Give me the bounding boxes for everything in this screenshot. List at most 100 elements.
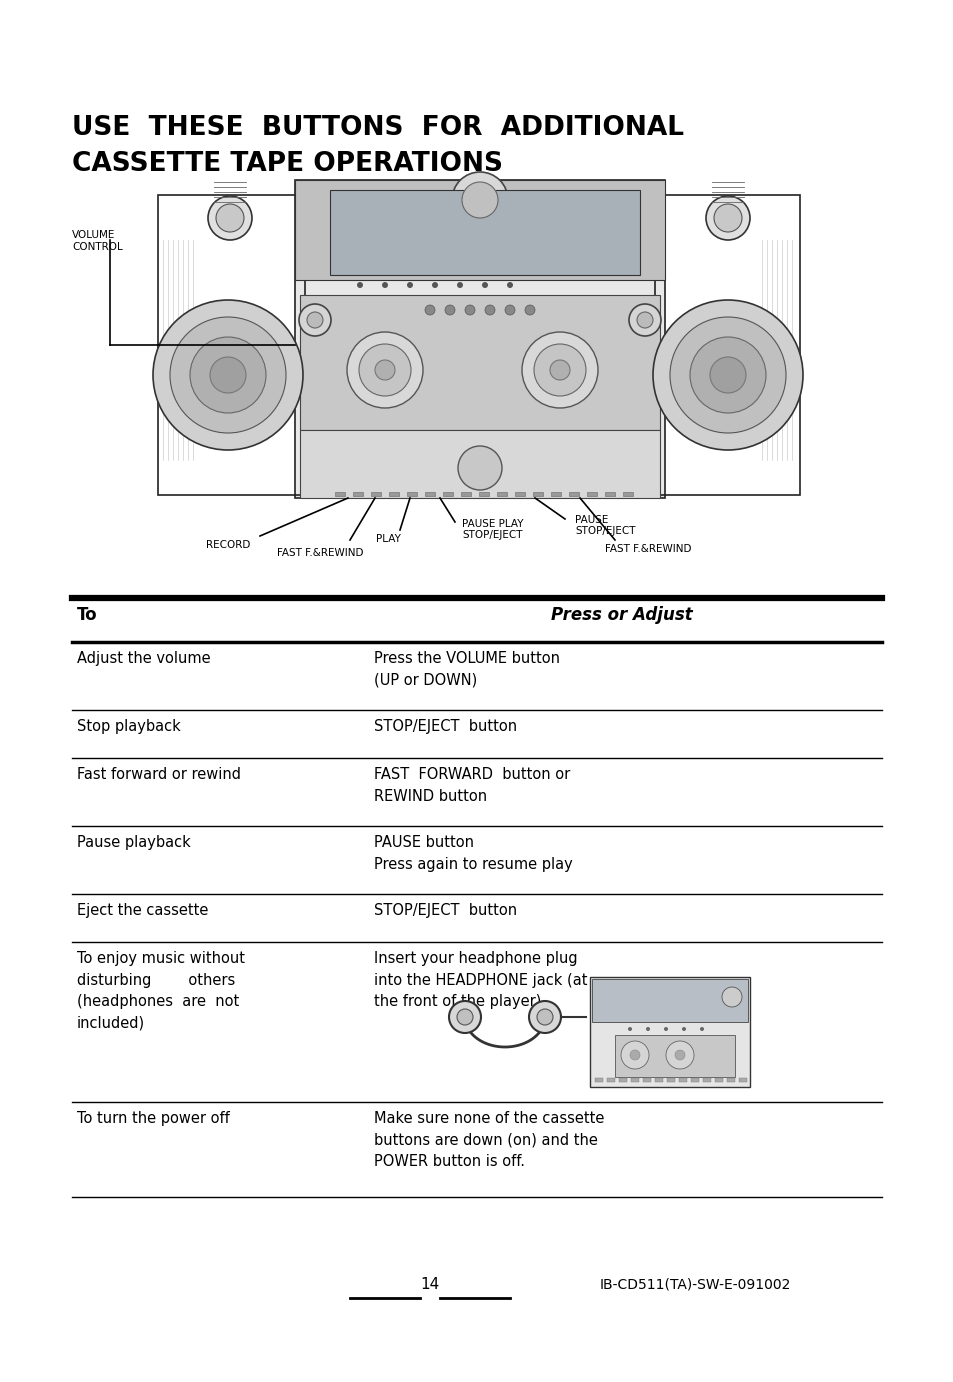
Circle shape xyxy=(356,282,363,287)
Circle shape xyxy=(464,305,475,315)
Bar xyxy=(586,492,597,496)
Text: PAUSE: PAUSE xyxy=(575,515,608,525)
Circle shape xyxy=(537,1009,553,1025)
Bar xyxy=(568,492,578,496)
Circle shape xyxy=(210,357,246,392)
Circle shape xyxy=(215,205,244,232)
Polygon shape xyxy=(294,180,664,281)
Circle shape xyxy=(152,300,303,451)
Polygon shape xyxy=(330,189,639,275)
Circle shape xyxy=(628,304,660,336)
Text: STOP/EJECT  button: STOP/EJECT button xyxy=(374,719,517,734)
Text: Eject the cassette: Eject the cassette xyxy=(77,902,208,918)
Circle shape xyxy=(721,987,741,1007)
Polygon shape xyxy=(294,180,664,498)
Circle shape xyxy=(208,196,252,240)
Circle shape xyxy=(627,1027,631,1031)
Polygon shape xyxy=(299,294,659,430)
Circle shape xyxy=(681,1027,685,1031)
Circle shape xyxy=(457,446,501,491)
Bar xyxy=(407,492,416,496)
Circle shape xyxy=(456,1009,473,1025)
Bar xyxy=(739,1078,746,1082)
Circle shape xyxy=(675,1050,684,1060)
Bar xyxy=(690,1078,699,1082)
Circle shape xyxy=(652,300,802,451)
Circle shape xyxy=(709,357,745,392)
Circle shape xyxy=(529,1001,560,1032)
Bar xyxy=(714,1078,722,1082)
Text: PAUSE button
Press again to resume play: PAUSE button Press again to resume play xyxy=(374,835,572,872)
Bar xyxy=(642,1078,650,1082)
Circle shape xyxy=(358,344,411,397)
Circle shape xyxy=(190,337,266,413)
Bar xyxy=(442,492,453,496)
Text: VOLUME
CONTROL: VOLUME CONTROL xyxy=(71,229,123,253)
Bar xyxy=(335,492,345,496)
Bar xyxy=(726,1078,734,1082)
Text: Press the VOLUME button
(UP or DOWN): Press the VOLUME button (UP or DOWN) xyxy=(374,651,559,688)
Text: Fast forward or rewind: Fast forward or rewind xyxy=(77,767,241,782)
Text: STOP/EJECT: STOP/EJECT xyxy=(461,531,522,540)
Text: Adjust the volume: Adjust the volume xyxy=(77,651,211,666)
Text: STOP/EJECT  button: STOP/EJECT button xyxy=(374,902,517,918)
Text: Stop playback: Stop playback xyxy=(77,719,180,734)
Circle shape xyxy=(407,282,413,287)
Circle shape xyxy=(713,205,741,232)
Bar xyxy=(622,492,633,496)
Circle shape xyxy=(504,305,515,315)
Bar xyxy=(478,492,489,496)
Text: To: To xyxy=(77,605,97,625)
Circle shape xyxy=(432,282,437,287)
Polygon shape xyxy=(615,1035,734,1077)
Text: FAST F.&REWIND: FAST F.&REWIND xyxy=(604,545,691,554)
Bar xyxy=(551,492,560,496)
Text: Press or Adjust: Press or Adjust xyxy=(551,605,692,625)
Circle shape xyxy=(524,305,535,315)
Text: PAUSE PLAY: PAUSE PLAY xyxy=(461,520,523,529)
Circle shape xyxy=(637,312,652,328)
Bar xyxy=(533,492,542,496)
Text: IB-CD511(TA)-SW-E-091002: IB-CD511(TA)-SW-E-091002 xyxy=(599,1278,791,1292)
Bar xyxy=(606,1078,615,1082)
Circle shape xyxy=(424,305,435,315)
Text: FAST F.&REWIND: FAST F.&REWIND xyxy=(276,549,363,558)
Text: STOP/EJECT: STOP/EJECT xyxy=(575,527,635,536)
Text: Insert your headphone plug
into the HEADPHONE jack (at
the front of the player).: Insert your headphone plug into the HEAD… xyxy=(374,951,587,1009)
Circle shape xyxy=(669,316,785,433)
Circle shape xyxy=(700,1027,703,1031)
Circle shape xyxy=(645,1027,649,1031)
Circle shape xyxy=(347,332,422,408)
Circle shape xyxy=(170,316,286,433)
Bar xyxy=(353,492,363,496)
Bar xyxy=(679,1078,686,1082)
Bar xyxy=(655,1078,662,1082)
Text: USE  THESE  BUTTONS  FOR  ADDITIONAL: USE THESE BUTTONS FOR ADDITIONAL xyxy=(71,115,683,141)
Circle shape xyxy=(506,282,513,287)
Circle shape xyxy=(663,1027,667,1031)
Text: Make sure none of the cassette
buttons are down (on) and the
POWER button is off: Make sure none of the cassette buttons a… xyxy=(374,1111,604,1169)
Circle shape xyxy=(449,1001,480,1032)
Bar xyxy=(595,1078,602,1082)
Polygon shape xyxy=(592,978,747,1023)
Circle shape xyxy=(689,337,765,413)
Circle shape xyxy=(452,171,507,228)
Circle shape xyxy=(307,312,323,328)
Bar xyxy=(666,1078,675,1082)
Bar xyxy=(604,492,615,496)
Circle shape xyxy=(456,282,462,287)
Circle shape xyxy=(461,182,497,218)
Bar xyxy=(389,492,398,496)
Text: PLAY: PLAY xyxy=(375,533,400,545)
Text: FAST  FORWARD  button or
REWIND button: FAST FORWARD button or REWIND button xyxy=(374,767,570,803)
Text: Pause playback: Pause playback xyxy=(77,835,191,850)
Bar xyxy=(618,1078,626,1082)
Circle shape xyxy=(665,1041,693,1070)
Bar xyxy=(630,1078,639,1082)
Circle shape xyxy=(375,359,395,380)
Bar xyxy=(497,492,506,496)
Bar xyxy=(515,492,524,496)
Bar xyxy=(371,492,380,496)
Polygon shape xyxy=(299,430,659,498)
Circle shape xyxy=(484,305,495,315)
